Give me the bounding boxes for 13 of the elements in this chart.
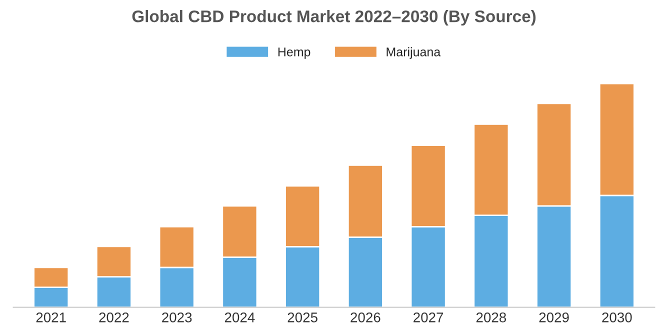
x-tick-label: 2030: [602, 312, 632, 322]
x-tick-label: 2022: [99, 312, 129, 322]
x-tick-label: 2029: [539, 312, 569, 322]
x-tick-label: 2023: [162, 312, 192, 322]
x-tick-label: 2026: [350, 312, 380, 322]
chart-title: Global CBD Product Market 2022–2030 (By Source): [132, 10, 536, 26]
x-tick-label: 2028: [476, 312, 506, 322]
x-tick-label: 2025: [288, 312, 318, 322]
x-tick-label: 2024: [224, 312, 255, 322]
x-tick-label: 2021: [36, 312, 66, 322]
legend-label: Marijuana: [386, 47, 441, 59]
legend-label: Hemp: [278, 48, 310, 59]
x-tick-label: 2027: [414, 312, 444, 322]
